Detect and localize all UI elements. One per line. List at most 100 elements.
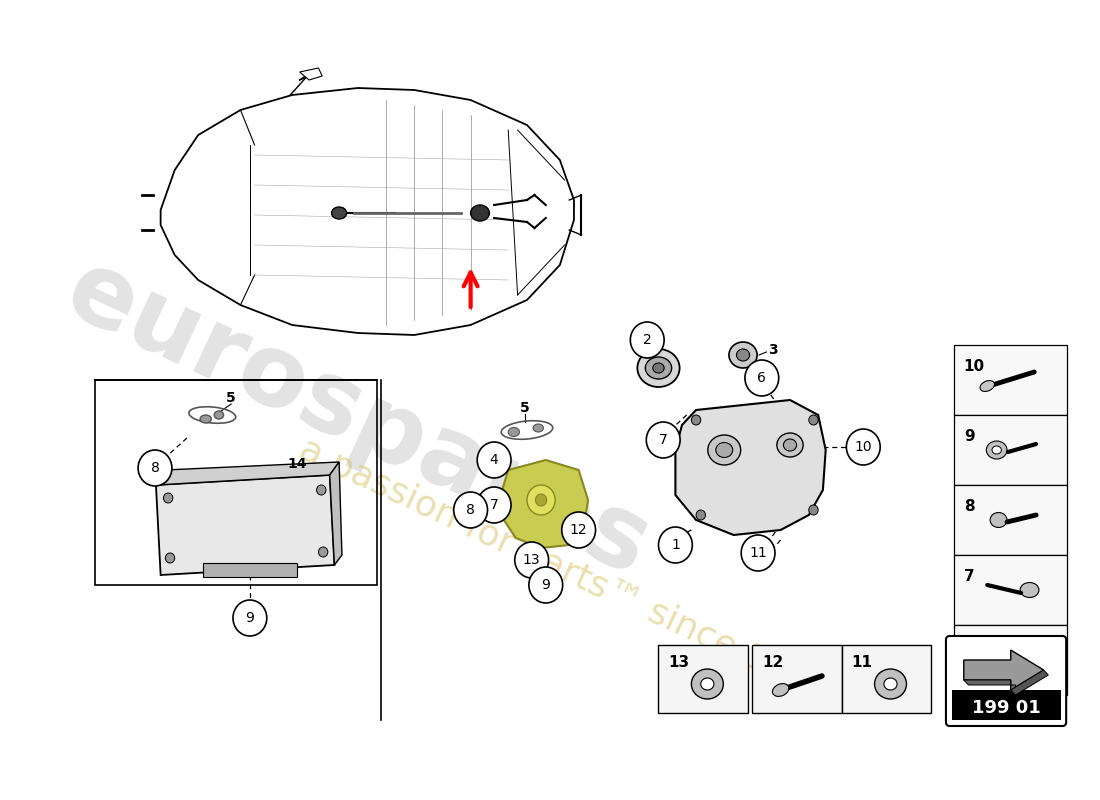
Text: 6: 6 xyxy=(758,371,767,385)
Bar xyxy=(752,645,842,713)
Ellipse shape xyxy=(772,683,789,697)
Circle shape xyxy=(741,535,776,571)
Ellipse shape xyxy=(777,433,803,457)
Bar xyxy=(659,645,748,713)
Circle shape xyxy=(536,494,547,506)
Circle shape xyxy=(630,322,664,358)
Text: 7: 7 xyxy=(964,569,975,584)
Text: 9: 9 xyxy=(541,578,550,592)
Circle shape xyxy=(562,512,595,548)
Ellipse shape xyxy=(990,513,1006,527)
Ellipse shape xyxy=(874,669,906,699)
Circle shape xyxy=(164,493,173,503)
Text: 11: 11 xyxy=(749,546,767,560)
Ellipse shape xyxy=(1020,582,1038,598)
Ellipse shape xyxy=(984,654,999,666)
Ellipse shape xyxy=(653,363,664,373)
Text: 7: 7 xyxy=(659,433,668,447)
Ellipse shape xyxy=(707,435,740,465)
Circle shape xyxy=(659,527,692,563)
Circle shape xyxy=(233,600,267,636)
Text: a passion for parts™ since 1985: a passion for parts™ since 1985 xyxy=(294,432,835,708)
Text: 3: 3 xyxy=(768,343,778,357)
Circle shape xyxy=(515,542,549,578)
Circle shape xyxy=(317,485,326,495)
Text: 13: 13 xyxy=(668,655,689,670)
Ellipse shape xyxy=(637,349,680,387)
Bar xyxy=(955,625,1067,695)
Text: 8: 8 xyxy=(466,503,475,517)
Ellipse shape xyxy=(692,669,724,699)
Bar xyxy=(955,555,1067,625)
Text: 10: 10 xyxy=(964,359,984,374)
Text: 13: 13 xyxy=(522,553,540,567)
Polygon shape xyxy=(299,68,322,80)
Polygon shape xyxy=(675,400,826,535)
Text: 11: 11 xyxy=(851,655,872,670)
Polygon shape xyxy=(964,680,1015,690)
Text: 5: 5 xyxy=(227,391,236,405)
Polygon shape xyxy=(156,475,334,575)
Text: 2: 2 xyxy=(642,333,651,347)
Polygon shape xyxy=(1011,670,1048,695)
Text: 1: 1 xyxy=(671,538,680,552)
Circle shape xyxy=(846,429,880,465)
Circle shape xyxy=(453,492,487,528)
Ellipse shape xyxy=(884,678,898,690)
Text: 5: 5 xyxy=(520,401,530,415)
Bar xyxy=(955,485,1067,555)
Bar xyxy=(952,690,1060,720)
Circle shape xyxy=(165,553,175,563)
Ellipse shape xyxy=(534,424,543,432)
Ellipse shape xyxy=(214,411,223,419)
Text: 12: 12 xyxy=(570,523,587,537)
Circle shape xyxy=(647,422,680,458)
Ellipse shape xyxy=(987,441,1007,459)
Ellipse shape xyxy=(992,446,1001,454)
Text: 14: 14 xyxy=(287,457,307,471)
Circle shape xyxy=(529,567,563,603)
Circle shape xyxy=(808,415,818,425)
Text: 7: 7 xyxy=(490,498,498,512)
Ellipse shape xyxy=(729,342,757,368)
Polygon shape xyxy=(500,460,588,548)
Ellipse shape xyxy=(701,678,714,690)
FancyBboxPatch shape xyxy=(946,636,1066,726)
Ellipse shape xyxy=(980,381,994,391)
Polygon shape xyxy=(156,462,339,485)
Bar xyxy=(95,380,376,585)
Text: 6: 6 xyxy=(964,639,975,654)
Text: 12: 12 xyxy=(762,655,783,670)
Ellipse shape xyxy=(737,349,749,361)
Circle shape xyxy=(318,547,328,557)
Circle shape xyxy=(692,415,701,425)
Ellipse shape xyxy=(646,357,672,379)
Text: 8: 8 xyxy=(964,499,975,514)
Ellipse shape xyxy=(783,439,796,451)
Bar xyxy=(202,563,297,577)
Circle shape xyxy=(477,487,512,523)
Ellipse shape xyxy=(331,207,346,219)
Circle shape xyxy=(745,360,779,396)
Circle shape xyxy=(696,510,705,520)
Text: 10: 10 xyxy=(855,440,872,454)
Text: eurospares: eurospares xyxy=(51,242,664,598)
Text: 4: 4 xyxy=(490,453,498,467)
Text: 9: 9 xyxy=(964,429,975,444)
Circle shape xyxy=(527,485,556,515)
Bar xyxy=(842,645,931,713)
Ellipse shape xyxy=(471,205,490,221)
Ellipse shape xyxy=(200,415,211,423)
Bar xyxy=(955,345,1067,415)
Circle shape xyxy=(808,505,818,515)
Polygon shape xyxy=(330,462,342,565)
Circle shape xyxy=(477,442,512,478)
Text: 8: 8 xyxy=(151,461,160,475)
Bar xyxy=(955,415,1067,485)
Polygon shape xyxy=(964,650,1044,690)
Text: 199 01: 199 01 xyxy=(971,699,1041,717)
Ellipse shape xyxy=(716,442,733,458)
Circle shape xyxy=(139,450,172,486)
Text: 9: 9 xyxy=(245,611,254,625)
Ellipse shape xyxy=(508,427,519,437)
